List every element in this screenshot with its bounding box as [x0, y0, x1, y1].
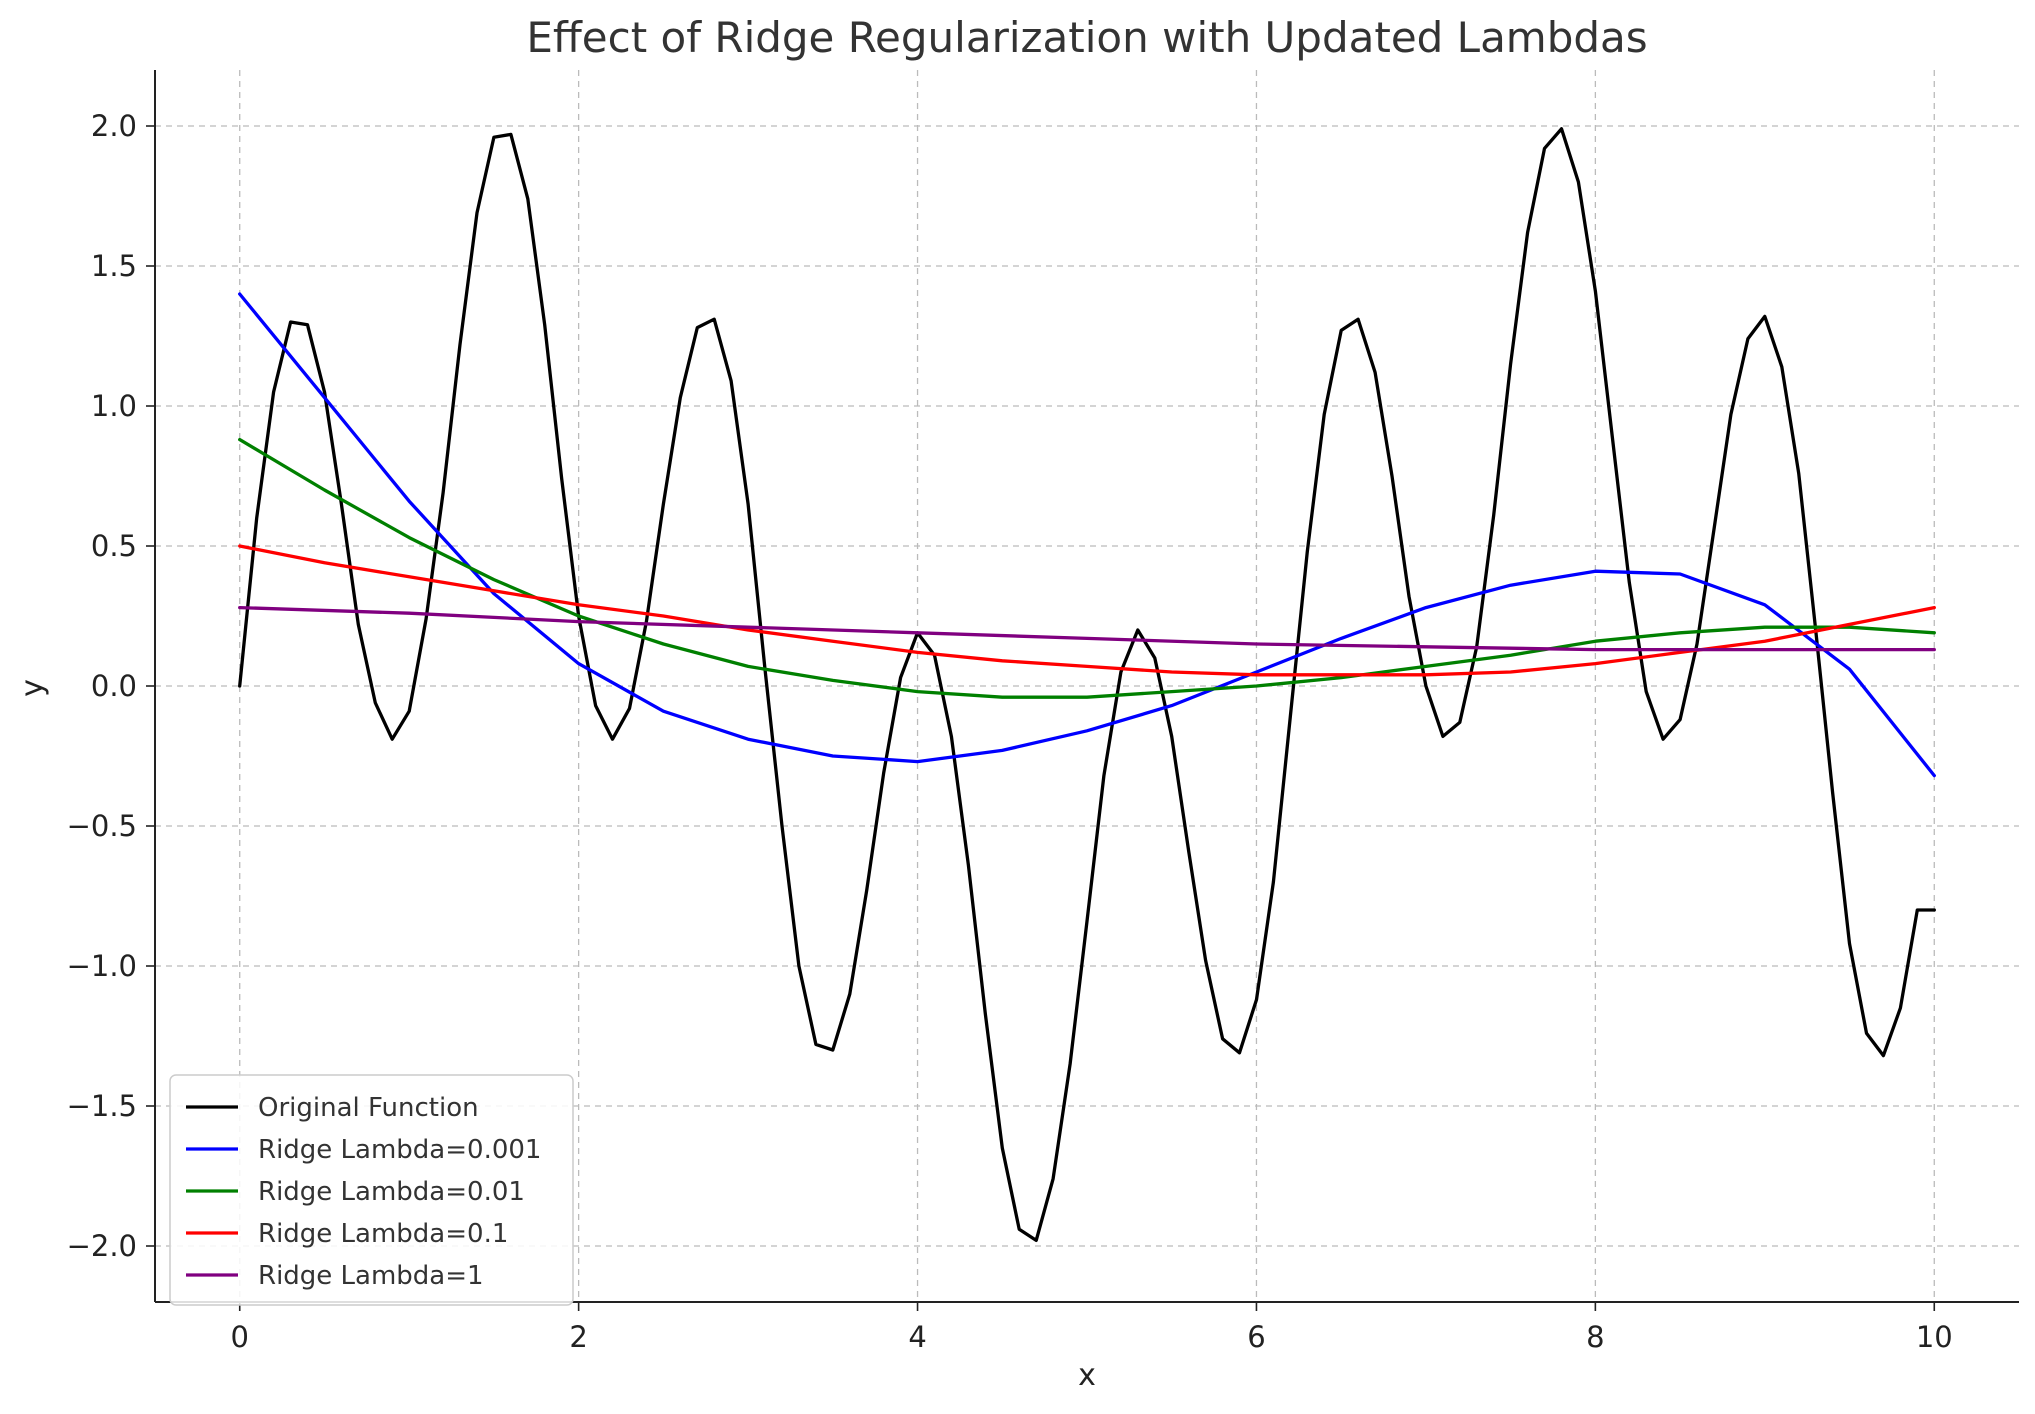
legend-label: Ridge Lambda=0.001 [258, 1135, 541, 1165]
y-tick-label: −1.5 [67, 1089, 137, 1123]
legend-box [169, 1074, 574, 1306]
y-tick-label: 0.5 [91, 529, 137, 563]
y-tick-label: 1.5 [91, 249, 137, 283]
series-line-4 [238, 605, 1936, 652]
series-line-3 [238, 544, 1936, 677]
y-tick-label: −2.0 [67, 1229, 137, 1263]
legend: Original Function Ridge Lambda=0.001 Ridge… [169, 1074, 574, 1306]
y-tick-label: −1.0 [67, 949, 137, 983]
legend-label: Original Function [258, 1093, 479, 1123]
x-tick-label: 6 [1247, 1320, 1265, 1354]
series-line-2 [238, 437, 1936, 699]
x-tick-label: 2 [569, 1320, 587, 1354]
y-tick-label: 2.0 [91, 109, 137, 143]
x-tick-label: 8 [1586, 1320, 1604, 1354]
legend-label: Ridge Lambda=1 [258, 1261, 484, 1291]
series-line-1 [238, 292, 1936, 778]
chart-title: Effect of Ridge Regularization with Upda… [526, 13, 1647, 62]
y-tick-label: 0.0 [91, 669, 137, 703]
legend-label: Ridge Lambda=0.01 [258, 1177, 525, 1207]
x-tick-label: 0 [231, 1320, 249, 1354]
series-lines [238, 127, 1936, 1243]
x-axis-label: x [1078, 1358, 1096, 1393]
y-tick-label: −0.5 [67, 809, 137, 843]
y-axis-label: y [15, 679, 50, 697]
series-line-0 [238, 127, 1936, 1243]
x-tick-label: 10 [1916, 1320, 1953, 1354]
y-tick-label: 1.0 [91, 389, 137, 423]
tick-labels: 0 2 4 6 8 10 2.0 1.5 1.0 0.5 0.0 −0.5 −1.0 −1.5 −2.0 [67, 109, 1953, 1354]
x-tick-label: 4 [908, 1320, 926, 1354]
legend-label: Ridge Lambda=0.1 [258, 1219, 508, 1249]
